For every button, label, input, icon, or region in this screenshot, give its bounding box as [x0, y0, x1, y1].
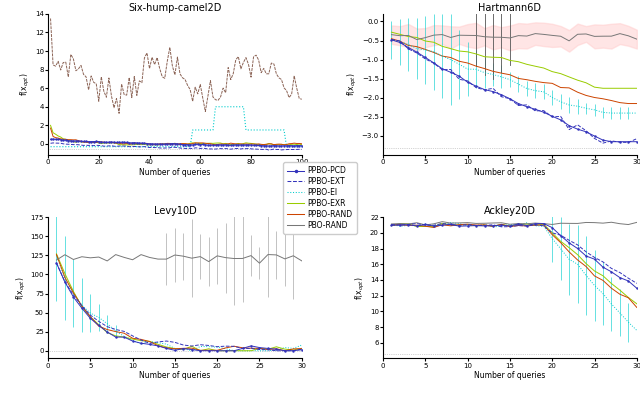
- Title: Six-hump-camel2D: Six-hump-camel2D: [128, 3, 221, 13]
- Legend: PPBO-PCD, PPBO-EXT, PPBO-EI, PPBO-EXR, PPBO-RAND, PBO-RAND: PPBO-PCD, PPBO-EXT, PPBO-EI, PPBO-EXR, P…: [284, 162, 356, 234]
- Y-axis label: f(x$_{opt}$): f(x$_{opt}$): [354, 276, 367, 300]
- Title: Ackley20D: Ackley20D: [484, 206, 536, 216]
- Title: Levy10D: Levy10D: [154, 206, 196, 216]
- Y-axis label: f(x$_{opt}$): f(x$_{opt}$): [15, 276, 28, 300]
- X-axis label: Number of queries: Number of queries: [474, 371, 545, 380]
- X-axis label: Number of queries: Number of queries: [140, 371, 211, 380]
- Y-axis label: f(x$_{opt}$): f(x$_{opt}$): [19, 72, 32, 96]
- Title: Hartmann6D: Hartmann6D: [479, 3, 541, 13]
- X-axis label: Number of queries: Number of queries: [140, 168, 211, 177]
- Y-axis label: f(x$_{opt}$): f(x$_{opt}$): [346, 72, 359, 96]
- X-axis label: Number of queries: Number of queries: [474, 168, 545, 177]
